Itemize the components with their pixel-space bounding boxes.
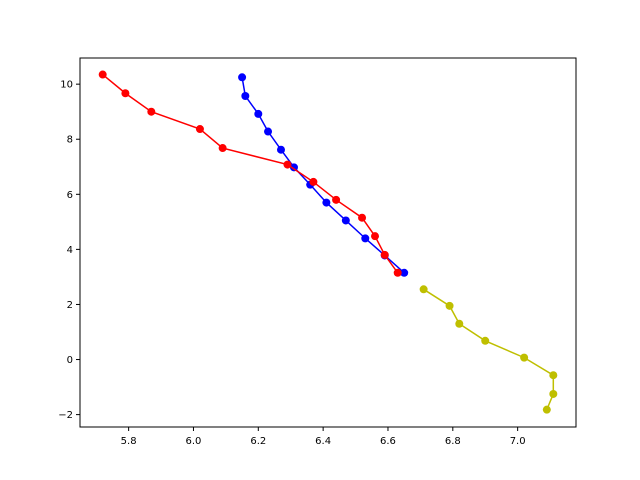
series-1-point (264, 127, 273, 136)
series-1-point (254, 109, 263, 118)
series-3-line (423, 288, 555, 410)
series-2-point (195, 125, 204, 134)
series-3-point (481, 336, 490, 345)
y-tick-label: 6 (67, 190, 73, 201)
series-1-point (289, 163, 298, 172)
x-tick-label: 6.2 (250, 436, 266, 447)
series-3-point (520, 353, 529, 362)
series-1-point (361, 234, 370, 243)
series-2-point (218, 144, 227, 153)
series-1-point (276, 145, 285, 154)
series-3-point (419, 285, 428, 294)
series-1-point (341, 216, 350, 225)
x-axis: 5.8 6.0 6.2 6.4 6.6 6.8 7.0 (121, 427, 526, 447)
series-2-point (98, 70, 107, 79)
series-2-line (102, 73, 399, 274)
y-axis: −2 0 2 4 6 8 10 (58, 80, 80, 421)
series-3-point (542, 405, 551, 414)
series-2-point (393, 268, 402, 277)
x-tick-label: 6.0 (186, 436, 202, 447)
series-2-point (358, 213, 367, 222)
y-tick-label: 4 (67, 245, 73, 256)
y-tick-label: −2 (58, 410, 73, 421)
series-2-point (147, 107, 156, 116)
series-3-point (549, 371, 558, 380)
series-1-point (238, 73, 247, 82)
series-layer (98, 70, 558, 414)
plot-area-frame (79, 57, 577, 428)
series-3-point (445, 301, 454, 310)
series-2-point (283, 160, 292, 169)
series-1-point (241, 92, 250, 100)
y-tick-label: 0 (67, 355, 73, 366)
y-tick-label: 10 (60, 80, 73, 91)
series-3-point (549, 389, 558, 398)
series-2-point (332, 195, 341, 204)
x-tick-label: 6.4 (315, 436, 331, 447)
x-tick-label: 7.0 (510, 436, 526, 447)
y-tick-label: 8 (67, 135, 73, 146)
series-2-point (380, 250, 389, 259)
y-tick-label: 2 (67, 300, 73, 311)
series-1-line (241, 77, 405, 274)
series-1-point (322, 198, 331, 207)
series-3-point (455, 319, 464, 328)
x-tick-label: 6.8 (445, 436, 461, 447)
series-1-point (400, 268, 409, 277)
series-2-point (309, 177, 318, 186)
x-tick-label: 6.6 (380, 436, 396, 447)
series-2-point (371, 232, 380, 241)
series-2-point (121, 89, 130, 98)
x-tick-label: 5.8 (121, 436, 137, 447)
